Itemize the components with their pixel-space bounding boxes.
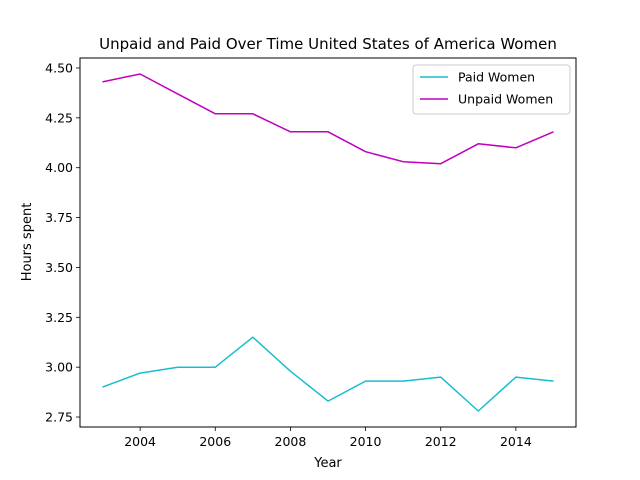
y-axis-title: Hours spent bbox=[20, 203, 35, 282]
plot-frame bbox=[79, 57, 577, 428]
x-tick-label: 2012 bbox=[425, 434, 457, 449]
y-tick-label: 3.75 bbox=[45, 210, 73, 225]
x-tick-label: 2004 bbox=[124, 434, 156, 449]
series-line-0 bbox=[102, 336, 554, 412]
legend-label-1: Unpaid Women bbox=[458, 92, 553, 107]
y-tick-label: 3.50 bbox=[45, 260, 73, 275]
y-tick-label: 4.50 bbox=[45, 60, 73, 75]
x-tick-label: 2006 bbox=[199, 434, 231, 449]
y-tick-label: 3.00 bbox=[45, 360, 73, 375]
x-tick-label: 2010 bbox=[350, 434, 382, 449]
y-tick-label: 4.00 bbox=[45, 160, 73, 175]
x-tick-label: 2008 bbox=[275, 434, 307, 449]
x-axis-title: Year bbox=[313, 456, 342, 471]
legend-label-0: Paid Women bbox=[458, 70, 535, 85]
legend-box bbox=[412, 64, 571, 115]
plot-lines bbox=[102, 73, 554, 412]
series-line-1 bbox=[102, 73, 554, 165]
y-axis: 2.75 3.00 3.25 3.50 3.75 4.00 4.25 4.50 bbox=[45, 60, 80, 425]
chart-title: Unpaid and Paid Over Time United States … bbox=[99, 35, 557, 53]
y-tick-label: 4.25 bbox=[45, 110, 73, 125]
x-axis: 2004 2006 2008 2010 2012 2014 bbox=[124, 427, 532, 449]
y-tick-label: 3.25 bbox=[45, 310, 73, 325]
y-tick-label: 2.75 bbox=[45, 410, 73, 425]
legend: Paid Women Unpaid Women bbox=[412, 64, 571, 115]
x-tick-label: 2014 bbox=[500, 434, 532, 449]
